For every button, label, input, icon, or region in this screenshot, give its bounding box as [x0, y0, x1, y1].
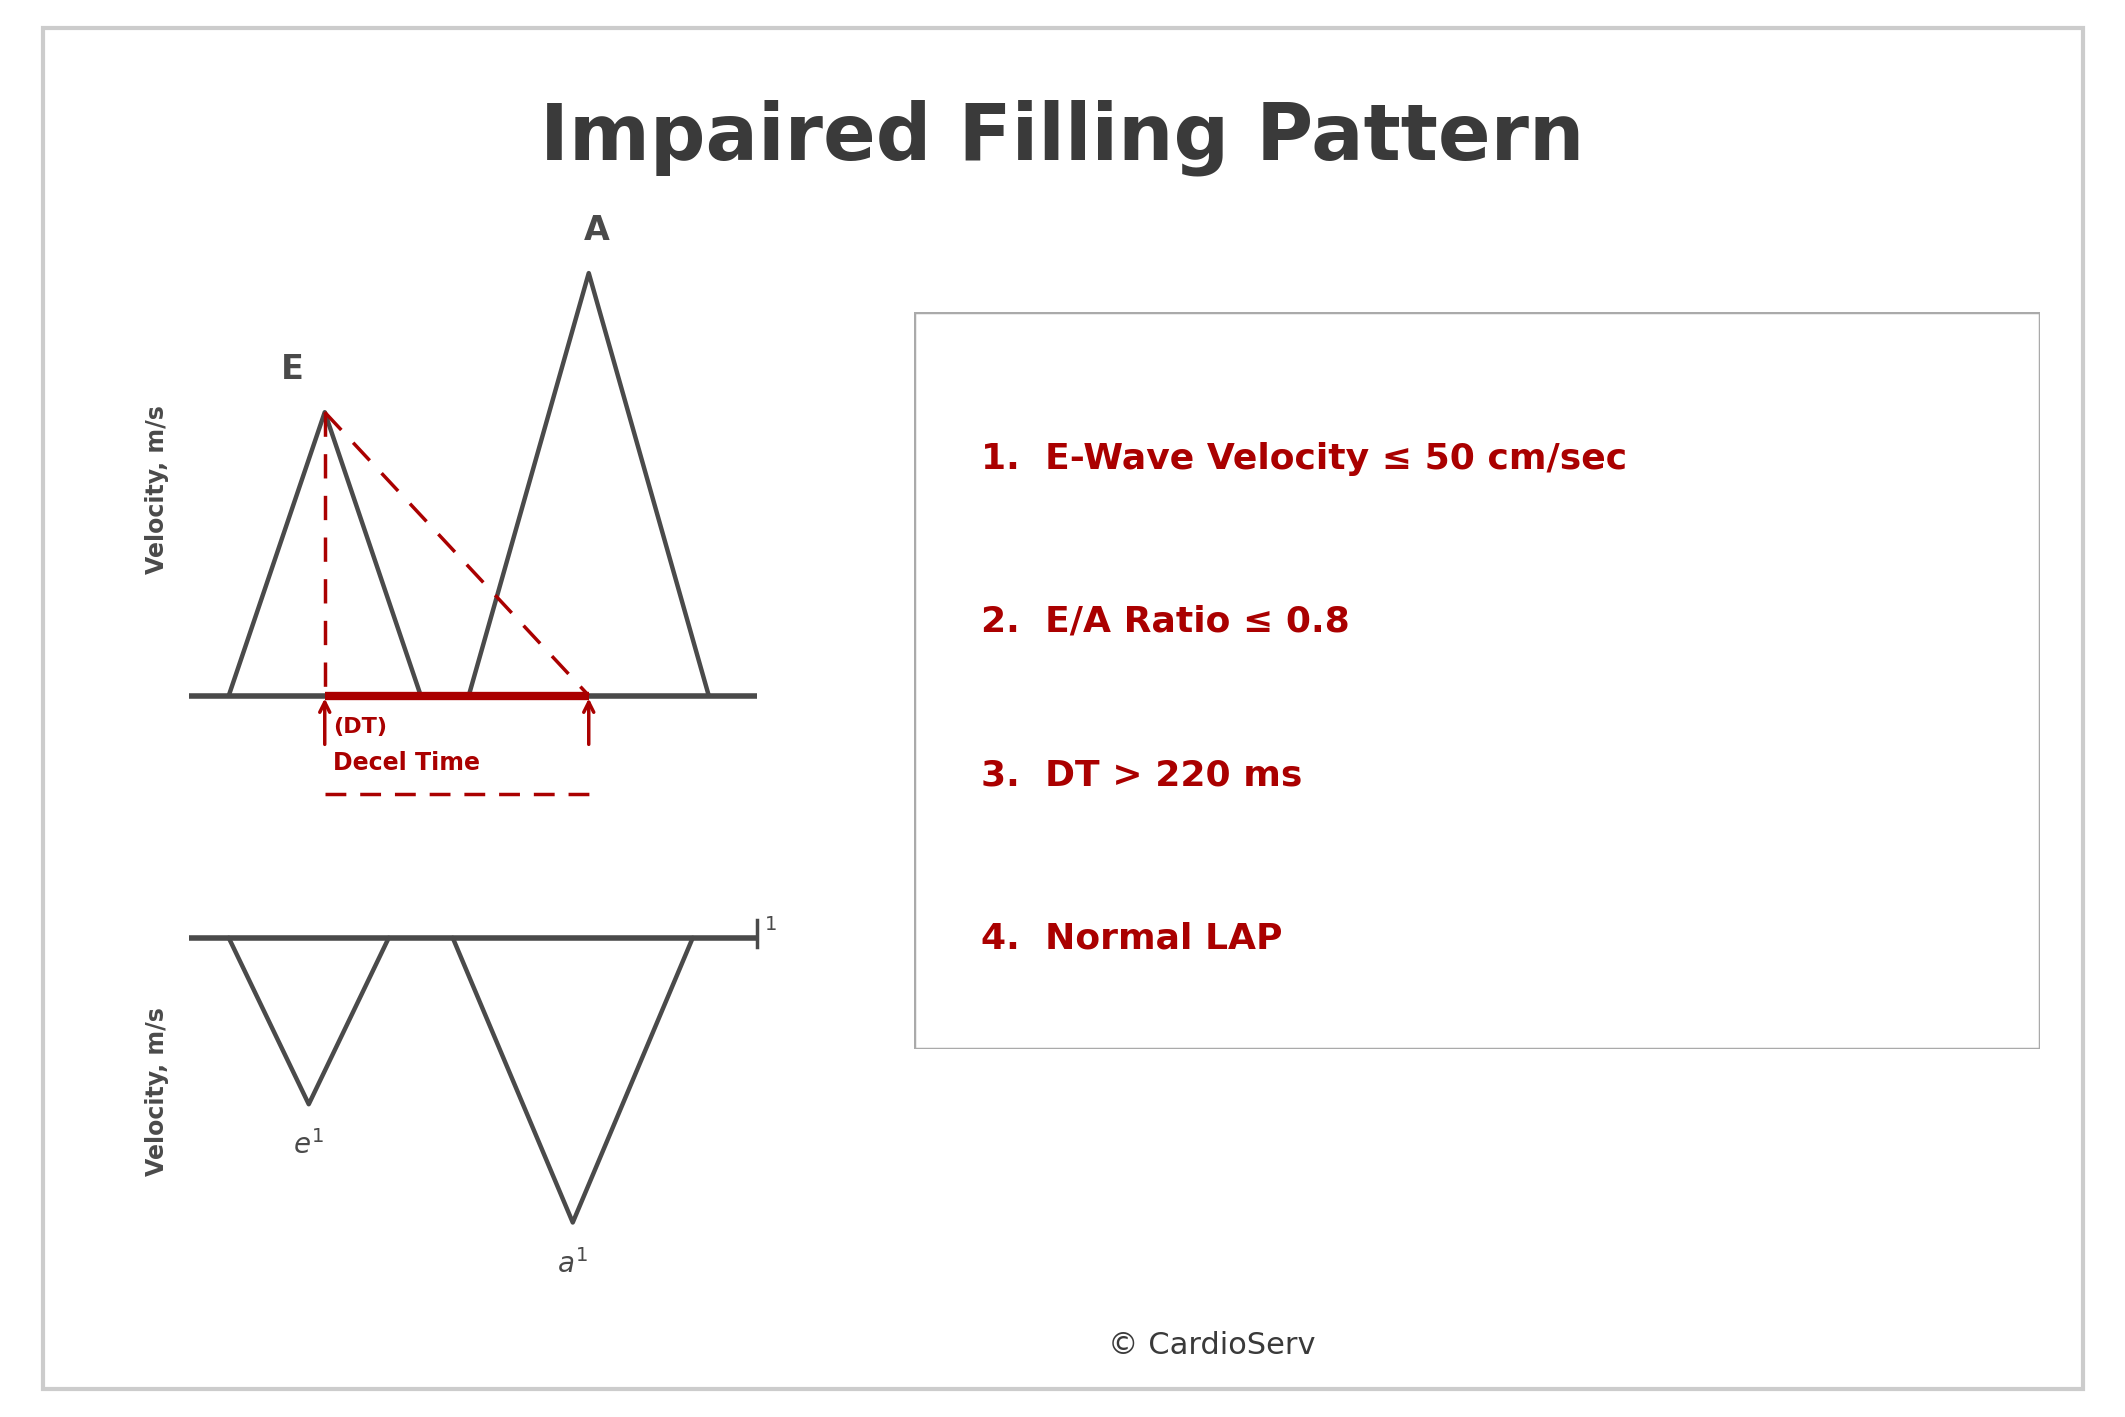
Text: E: E	[280, 353, 304, 387]
Text: Decel Time: Decel Time	[334, 751, 480, 775]
Text: 3.  DT > 220 ms: 3. DT > 220 ms	[982, 760, 1303, 794]
Text: $e^1$: $e^1$	[293, 1131, 325, 1161]
Text: © CardioServ: © CardioServ	[1107, 1332, 1315, 1360]
Text: 2.  E/A Ratio ≤ 0.8: 2. E/A Ratio ≤ 0.8	[982, 604, 1349, 638]
Text: Velocity, m/s: Velocity, m/s	[144, 1006, 168, 1176]
FancyBboxPatch shape	[914, 312, 2040, 1049]
Text: 4.  Normal LAP: 4. Normal LAP	[982, 921, 1284, 955]
Text: 1.  E-Wave Velocity ≤ 50 cm/sec: 1. E-Wave Velocity ≤ 50 cm/sec	[982, 442, 1628, 476]
Text: Velocity, m/s: Velocity, m/s	[144, 405, 168, 574]
Text: A: A	[584, 214, 610, 248]
Text: $a^1$: $a^1$	[557, 1248, 589, 1278]
Text: Impaired Filling Pattern: Impaired Filling Pattern	[540, 99, 1585, 176]
Text: (DT): (DT)	[334, 717, 387, 737]
Text: 1: 1	[765, 915, 778, 934]
